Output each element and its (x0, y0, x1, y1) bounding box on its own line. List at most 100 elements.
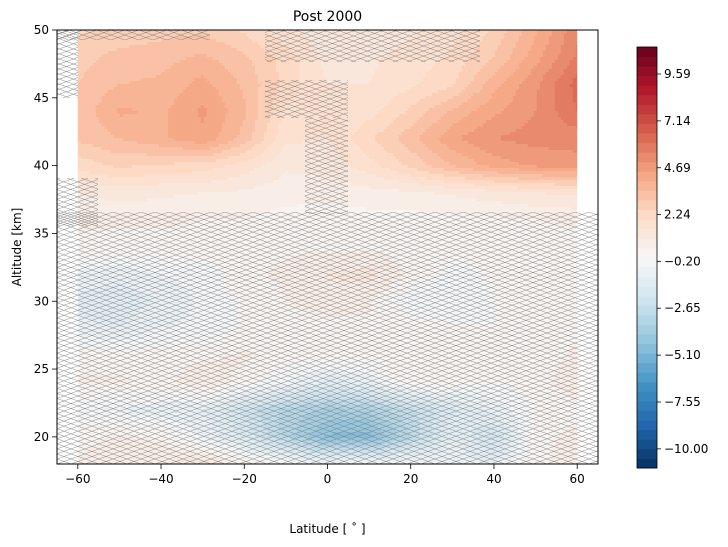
contour-cell (329, 78, 334, 82)
contour-cell (290, 87, 295, 91)
contour-cell (200, 51, 205, 55)
contour-cell (362, 54, 367, 58)
contour-cell (530, 81, 535, 85)
contour-cell (218, 60, 223, 64)
contour-cell (572, 78, 577, 82)
contour-cell (230, 45, 235, 49)
contour-cell (188, 69, 193, 73)
contour-cell (221, 90, 226, 94)
contour-cell (332, 60, 337, 64)
contour-cell (425, 60, 430, 64)
contour-cell (308, 66, 313, 70)
contour-cell (122, 30, 127, 34)
contour-cell (164, 30, 169, 34)
contour-cell (329, 75, 334, 79)
contour-cell (86, 78, 91, 82)
contour-cell (530, 33, 535, 37)
contour-cell (455, 90, 460, 94)
contour-cell (275, 60, 280, 64)
contour-cell (122, 81, 127, 85)
contour-cell (248, 75, 253, 79)
contour-cell (560, 48, 565, 52)
contour-cell (98, 90, 103, 94)
contour-cell (146, 33, 151, 37)
contour-cell (497, 63, 502, 67)
contour-cell (221, 78, 226, 82)
contour-cell (230, 30, 235, 34)
contour-cell (467, 30, 472, 34)
contour-cell (155, 69, 160, 73)
contour-cell (515, 39, 520, 43)
contour-cell (248, 48, 253, 52)
contour-cell (92, 57, 97, 61)
contour-cell (242, 63, 247, 67)
contour-cell (173, 60, 178, 64)
contour-cell (494, 93, 499, 97)
contour-cell (551, 69, 556, 73)
contour-cell (374, 75, 379, 79)
contour-cell (182, 66, 187, 70)
contour-cell (164, 84, 169, 88)
contour-cell (395, 72, 400, 76)
contour-cell (161, 72, 166, 76)
contour-cell (359, 93, 364, 97)
contour-cell (161, 36, 166, 40)
contour-cell (311, 69, 316, 73)
contour-cell (566, 51, 571, 55)
contour-cell (398, 90, 403, 94)
contour-cell (275, 54, 280, 58)
contour-cell (80, 39, 85, 43)
contour-cell (125, 66, 130, 70)
contour-cell (527, 75, 532, 79)
contour-cell (272, 84, 277, 88)
contour-cell (356, 60, 361, 64)
contour-cell (227, 66, 232, 70)
contour-cell (356, 81, 361, 85)
contour-cell (284, 51, 289, 55)
contour-cell (569, 90, 574, 94)
contour-cell (206, 72, 211, 76)
contour-cell (419, 72, 424, 76)
contour-cell (386, 45, 391, 49)
contour-cell (338, 90, 343, 94)
contour-cell (377, 63, 382, 67)
contour-cell (176, 84, 181, 88)
contour-cell (410, 69, 415, 73)
contour-cell (281, 45, 286, 49)
contour-cell (329, 48, 334, 52)
contour-cell (440, 45, 445, 49)
contour-cell (317, 69, 322, 73)
contour-cell (434, 90, 439, 94)
contour-cell (146, 78, 151, 82)
contour-cell (77, 78, 82, 82)
contour-cell (464, 72, 469, 76)
contour-cell (260, 39, 265, 43)
contour-cell (305, 93, 310, 97)
contour-cell (227, 72, 232, 76)
contour-cell (557, 54, 562, 58)
contour-cell (506, 63, 511, 67)
contour-cell (101, 39, 106, 43)
contour-cell (359, 81, 364, 85)
contour-cell (140, 45, 145, 49)
contour-cell (308, 72, 313, 76)
contour-cell (254, 66, 259, 70)
contour-cell (101, 45, 106, 49)
contour-cell (401, 30, 406, 34)
contour-cell (347, 60, 352, 64)
contour-cell (422, 75, 427, 79)
contour-cell (368, 36, 373, 40)
contour-cell (440, 39, 445, 43)
contour-cell (392, 69, 397, 73)
contour-cell (533, 39, 538, 43)
contour-cell (296, 60, 301, 64)
contour-cell (545, 69, 550, 73)
contour-cell (260, 48, 265, 52)
contour-cell (161, 87, 166, 91)
contour-cell (128, 42, 133, 46)
contour-cell (242, 45, 247, 49)
contour-cell (458, 72, 463, 76)
contour-cell (494, 54, 499, 58)
contour-cell (401, 87, 406, 91)
contour-cell (383, 36, 388, 40)
